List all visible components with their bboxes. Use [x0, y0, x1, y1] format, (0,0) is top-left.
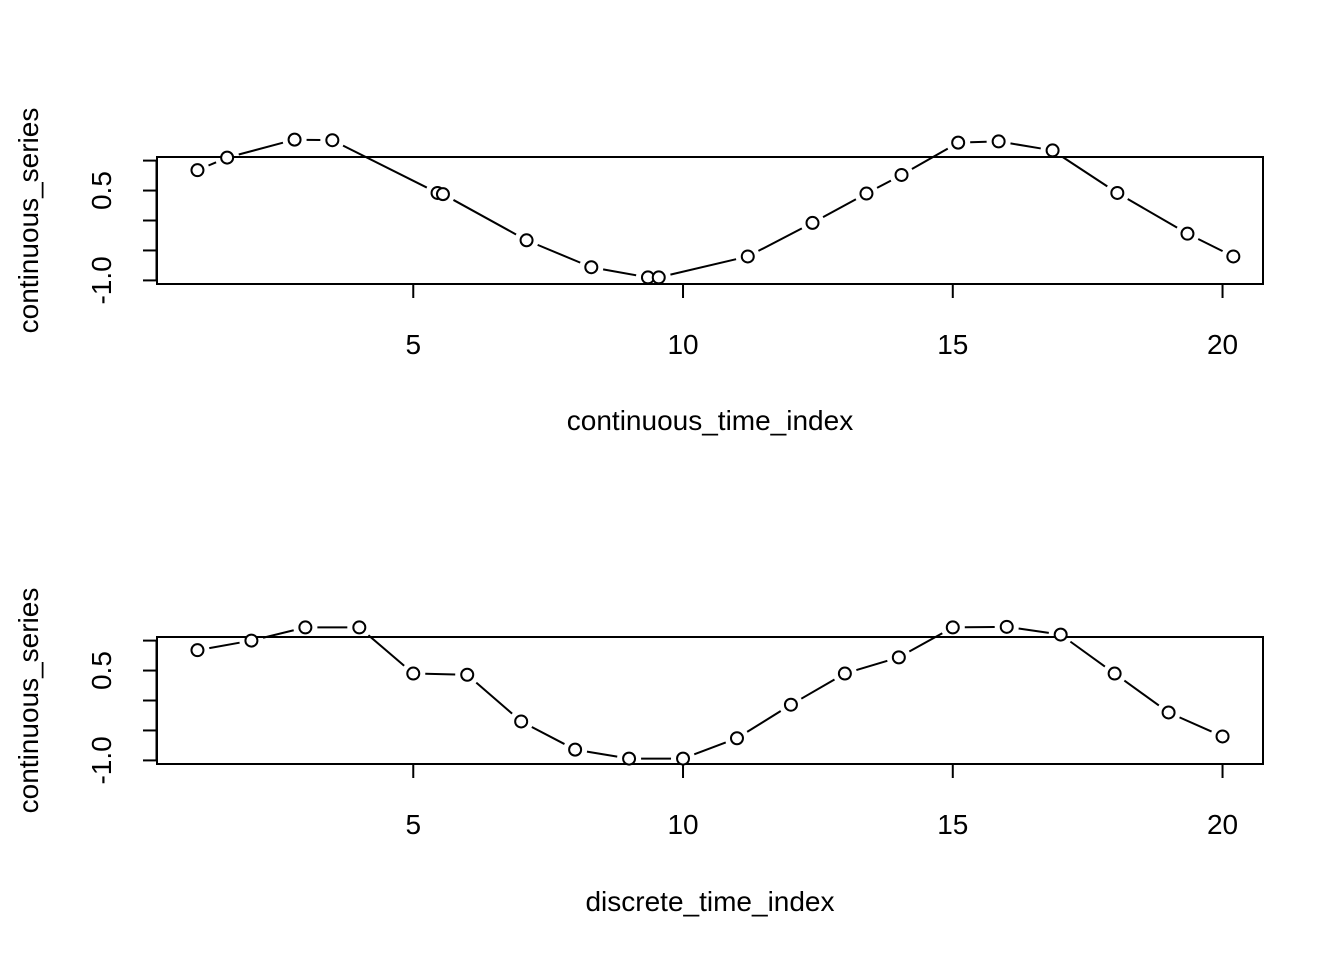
series-segment [367, 634, 405, 667]
data-point [1107, 666, 1122, 681]
data-point [859, 186, 874, 201]
data-point [406, 666, 421, 681]
data-point [190, 163, 205, 178]
series-segment [911, 147, 949, 170]
data-point [951, 135, 966, 150]
data-point [352, 620, 367, 635]
series-segment [209, 641, 240, 650]
x-tick-label: 10 [667, 809, 698, 840]
data-point [190, 643, 205, 658]
x-tick-label: 5 [405, 329, 421, 360]
data-point [1226, 249, 1241, 264]
series-segment [586, 750, 618, 758]
series-segment [262, 629, 294, 639]
series-segment [208, 161, 217, 167]
series-segment [908, 632, 943, 653]
x-tick-label: 10 [667, 329, 698, 360]
data-point [1110, 185, 1125, 200]
data-point [805, 215, 820, 230]
series-segment [452, 199, 517, 236]
data-point [991, 134, 1006, 149]
data-point [837, 666, 852, 681]
series-segment [746, 710, 782, 733]
x-tick-label: 20 [1207, 329, 1238, 360]
series-segment [1127, 198, 1178, 229]
data-point [894, 167, 909, 182]
y-tick-label: -1.0 [86, 736, 117, 784]
x-tick-label: 15 [937, 329, 968, 360]
panel-continuous-time: continuous_time_index continuous_series … [13, 108, 1264, 436]
series-segment [1069, 640, 1106, 668]
x-axis-title: continuous_time_index [567, 405, 853, 436]
data-point [783, 697, 798, 712]
data-point [1045, 143, 1060, 158]
data-point [676, 751, 691, 766]
x-axis-title: discrete_time_index [585, 886, 834, 917]
data-point [740, 249, 755, 264]
data-point [287, 132, 302, 147]
data-point [244, 633, 259, 648]
plot-frame [156, 636, 1264, 765]
data-point [1180, 226, 1195, 241]
series-segment [342, 144, 428, 189]
x-tick-label: 15 [937, 809, 968, 840]
series-segment [876, 179, 892, 189]
series-segment [1010, 142, 1041, 150]
data-point [1161, 705, 1176, 720]
data-point [622, 751, 637, 766]
x-tick-label: 20 [1207, 809, 1238, 840]
data-point [945, 620, 960, 635]
series-segment [531, 726, 565, 745]
series-segment [238, 141, 284, 156]
series-segment [602, 268, 637, 277]
data-point [460, 667, 475, 682]
y-axis-title: continuous_series [13, 588, 44, 814]
y-tick-label: 0.5 [86, 651, 117, 690]
series-segment [822, 198, 857, 219]
data-point [999, 619, 1014, 634]
series-segment [1197, 238, 1224, 253]
data-point [220, 150, 235, 165]
series-segment [757, 227, 803, 252]
data-point [891, 650, 906, 665]
data-point [651, 270, 666, 285]
series-segment [475, 681, 513, 715]
data-point [1053, 627, 1068, 642]
series-segment [693, 741, 727, 756]
y-axis-title: continuous_series [13, 108, 44, 334]
data-point [435, 187, 450, 202]
y-tick-label: -1.0 [86, 256, 117, 304]
series-segment [537, 243, 581, 264]
series-segment [670, 258, 737, 276]
data-point [325, 133, 340, 148]
series-segment [800, 678, 835, 700]
data-point [514, 714, 529, 729]
series-segment [425, 672, 456, 676]
data-point [1215, 729, 1230, 744]
y-tick-label: 0.5 [86, 171, 117, 210]
x-tick-label: 5 [405, 809, 421, 840]
series-segment [1179, 716, 1212, 733]
data-point [729, 731, 744, 746]
data-point [519, 233, 534, 248]
series-segment [1062, 156, 1108, 188]
series-segment [1018, 627, 1049, 634]
data-point [568, 742, 583, 757]
series-segment [856, 659, 888, 672]
data-point [298, 620, 313, 635]
panel-discrete-time: discrete_time_index continuous_series 5 1… [13, 588, 1264, 917]
series-segment [1123, 679, 1160, 707]
data-point [584, 260, 599, 275]
